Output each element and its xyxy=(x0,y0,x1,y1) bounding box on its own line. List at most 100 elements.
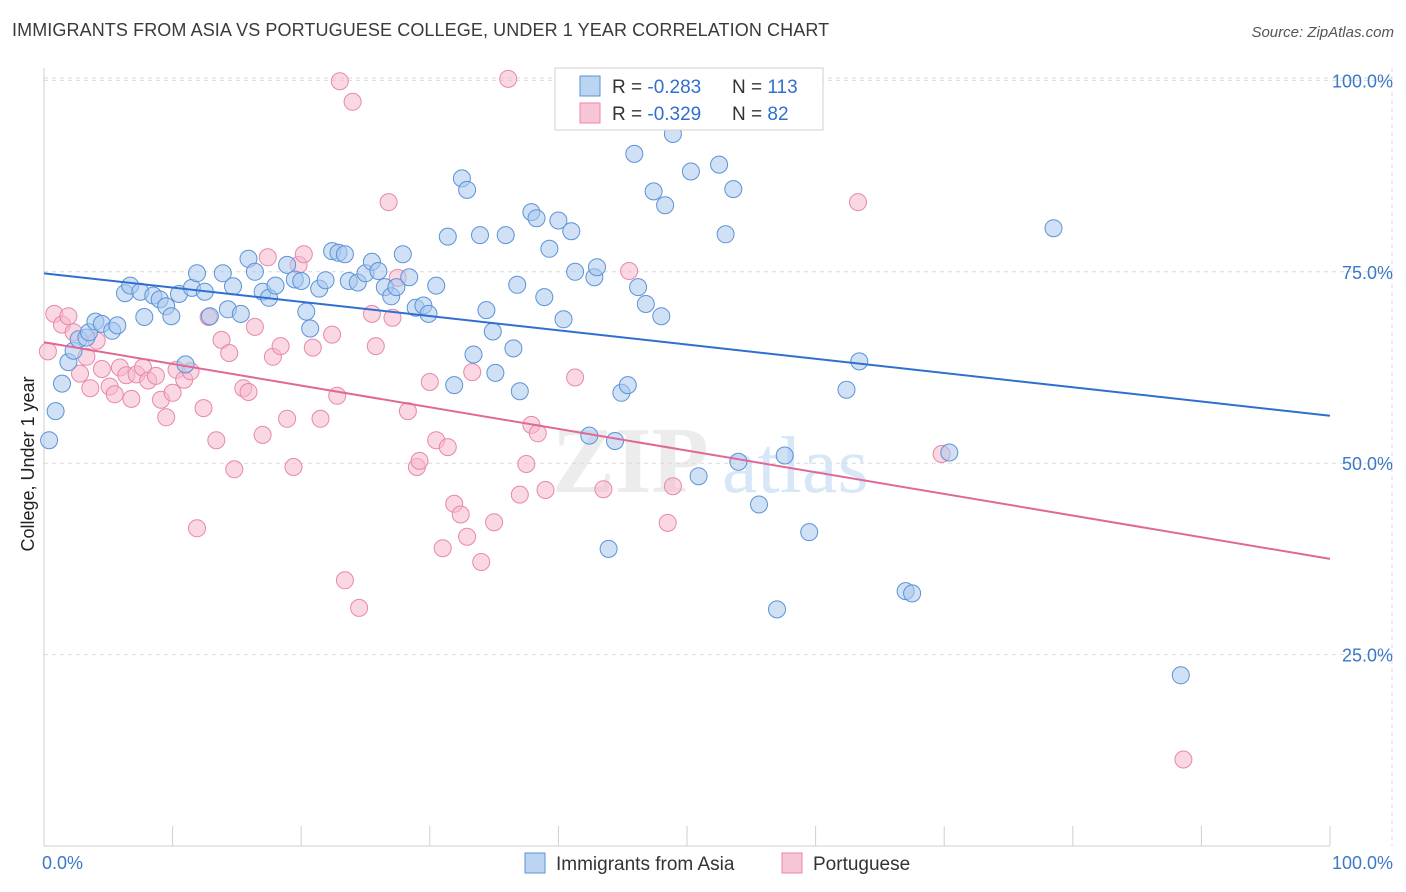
asia-point xyxy=(618,376,637,395)
asia-point xyxy=(535,288,554,307)
portuguese-point xyxy=(536,481,555,499)
asia-point xyxy=(245,262,264,281)
asia-point xyxy=(689,467,708,486)
portuguese-point xyxy=(278,409,297,428)
portuguese-point xyxy=(245,317,264,336)
x-axis-tick-labels: 0.0% 100.0% xyxy=(42,853,1393,873)
asia-point xyxy=(40,431,59,450)
asia-point xyxy=(656,196,675,215)
x-tick-label-100: 100.0% xyxy=(1332,853,1393,873)
asia-point xyxy=(188,264,206,283)
n-label-asia: N = xyxy=(732,77,767,98)
asia-point xyxy=(837,380,856,399)
asia-point xyxy=(213,264,232,283)
portuguese-point xyxy=(105,385,124,404)
immigrants-from-asia-points xyxy=(40,125,1190,685)
chart-source: Source: ZipAtlas.com xyxy=(1251,24,1394,41)
x-axis-ticks xyxy=(43,826,1331,846)
asia-point xyxy=(400,268,419,287)
asia-point xyxy=(554,310,573,329)
asia-point xyxy=(562,222,581,241)
asia-point xyxy=(301,319,320,338)
n-value-portuguese: 82 xyxy=(767,104,788,125)
asia-point xyxy=(508,275,527,294)
portuguese-point xyxy=(253,425,272,444)
asia-point xyxy=(940,443,959,462)
portuguese-point xyxy=(379,193,398,212)
portuguese-points xyxy=(38,69,1193,769)
asia-point xyxy=(135,308,154,326)
portuguese-point xyxy=(433,539,452,558)
portuguese-point xyxy=(294,245,313,264)
asia-point xyxy=(483,322,502,341)
portuguese-point xyxy=(410,451,429,470)
portuguese-point xyxy=(71,364,89,383)
asia-point xyxy=(750,495,768,514)
asia-point xyxy=(266,276,285,295)
portuguese-point xyxy=(38,342,57,361)
svg-text:R = -0.283: R = -0.283 xyxy=(612,77,701,98)
portuguese-point xyxy=(239,383,258,401)
portuguese-point xyxy=(163,383,182,402)
asia-point xyxy=(1044,219,1063,238)
portuguese-point xyxy=(499,69,518,88)
portuguese-point xyxy=(566,368,585,387)
asia-point xyxy=(510,382,529,401)
asia-point xyxy=(464,345,483,364)
portuguese-point xyxy=(438,438,457,457)
portuguese-point xyxy=(594,480,613,499)
portuguese-trend-line xyxy=(43,341,1331,560)
asia-point xyxy=(162,307,181,326)
asia-point xyxy=(800,523,819,542)
asia-point xyxy=(427,276,446,295)
asia-point xyxy=(200,307,219,326)
asia-point xyxy=(588,258,606,277)
y-tick-label-100: 100.0% xyxy=(1332,71,1393,91)
asia-point xyxy=(231,304,250,323)
asia-point xyxy=(625,144,644,163)
asia-point xyxy=(606,432,624,450)
portuguese-point xyxy=(343,92,362,111)
watermark-zip: ZIP xyxy=(552,409,709,513)
asia-point xyxy=(393,245,412,264)
grid-lines xyxy=(44,68,1393,846)
portuguese-point xyxy=(92,360,111,378)
y-tick-label-25: 25.0% xyxy=(1342,646,1393,666)
trend-lines xyxy=(43,272,1331,560)
asia-point xyxy=(775,446,794,465)
asia-point xyxy=(644,182,663,201)
portuguese-point xyxy=(311,409,330,428)
x-tick-label-0: 0.0% xyxy=(42,853,83,873)
asia-point xyxy=(438,227,457,246)
portuguese-point xyxy=(225,460,244,479)
portuguese-point xyxy=(81,379,100,398)
asia-point xyxy=(108,316,127,335)
portuguese-point xyxy=(330,72,349,91)
portuguese-point xyxy=(146,366,165,385)
asia-point xyxy=(652,307,671,326)
portuguese-point xyxy=(383,308,402,327)
portuguese-point xyxy=(157,408,176,427)
portuguese-point xyxy=(451,505,470,524)
asia-point xyxy=(850,352,869,371)
asia-point xyxy=(46,402,65,421)
asia-point xyxy=(566,262,585,281)
asia-point xyxy=(549,211,568,230)
asia-point xyxy=(486,363,505,382)
correlation-legend: R = -0.283 N = 113 R = -0.329 N = 82 xyxy=(554,67,824,131)
r-label-portuguese: R = xyxy=(612,104,647,125)
portuguese-point xyxy=(220,344,239,362)
portuguese-point xyxy=(258,248,277,267)
asia-point xyxy=(504,339,523,358)
portuguese-point xyxy=(663,477,682,496)
asia-point xyxy=(292,272,311,290)
portuguese-point xyxy=(350,598,369,617)
portuguese-point xyxy=(463,363,482,382)
portuguese-point xyxy=(420,373,439,391)
asia-point xyxy=(681,162,700,181)
asia-point xyxy=(53,374,71,393)
n-label-portuguese: N = xyxy=(732,104,767,125)
y-axis-tick-labels: 25.0% 50.0% 75.0% 100.0% xyxy=(1332,71,1393,665)
asia-point xyxy=(903,584,922,603)
